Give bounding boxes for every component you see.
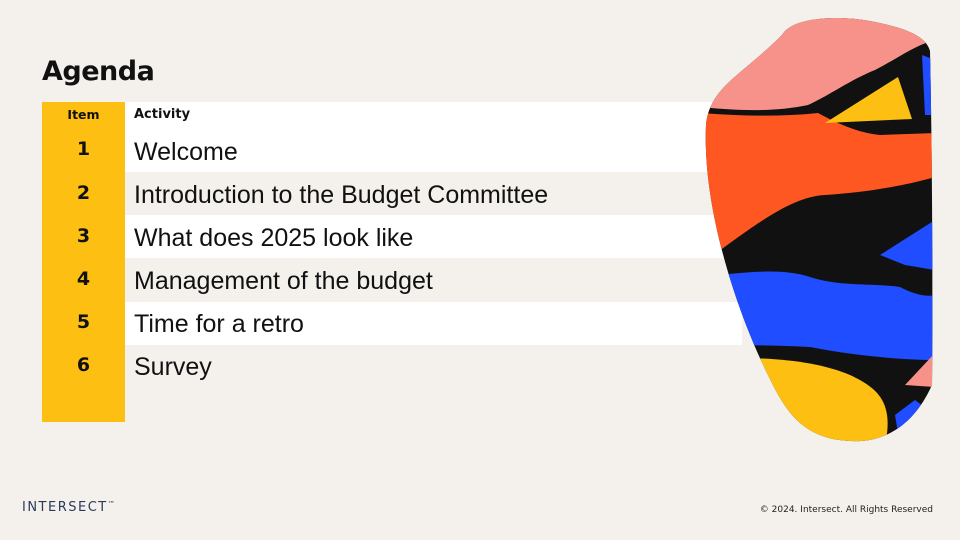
- table-row: [42, 129, 742, 172]
- item-column: [42, 102, 125, 422]
- header-activity: Activity: [134, 107, 191, 122]
- activity-text: Management of the budget: [134, 267, 433, 295]
- activity-text: Survey: [134, 353, 212, 381]
- item-number: 5: [76, 311, 91, 333]
- table-row: [42, 345, 742, 388]
- activity-text: What does 2025 look like: [134, 224, 414, 252]
- item-number: 3: [76, 225, 91, 247]
- item-number: 6: [76, 354, 91, 376]
- decorative-vase-illustration: [705, 17, 933, 442]
- agenda-table: Item Activity 1 Welcome 2 Introduction t…: [42, 102, 742, 422]
- activity-text: Time for a retro: [134, 310, 304, 338]
- slide-title: Agenda: [42, 56, 155, 87]
- intersect-logo: INTERSECT™: [22, 500, 115, 515]
- table-row: [42, 172, 742, 215]
- table-row: [42, 302, 742, 345]
- header-item: Item: [67, 107, 100, 122]
- table-row: [42, 215, 742, 258]
- activity-text: Introduction to the Budget Committee: [134, 181, 549, 209]
- item-number: 1: [76, 138, 91, 160]
- copyright-text: © 2024. Intersect. All Rights Reserved: [759, 505, 933, 515]
- item-number: 2: [76, 182, 91, 204]
- table-row: [42, 259, 742, 302]
- activity-text: Welcome: [134, 138, 238, 166]
- item-number: 4: [76, 268, 91, 290]
- table-header-row: [42, 102, 742, 129]
